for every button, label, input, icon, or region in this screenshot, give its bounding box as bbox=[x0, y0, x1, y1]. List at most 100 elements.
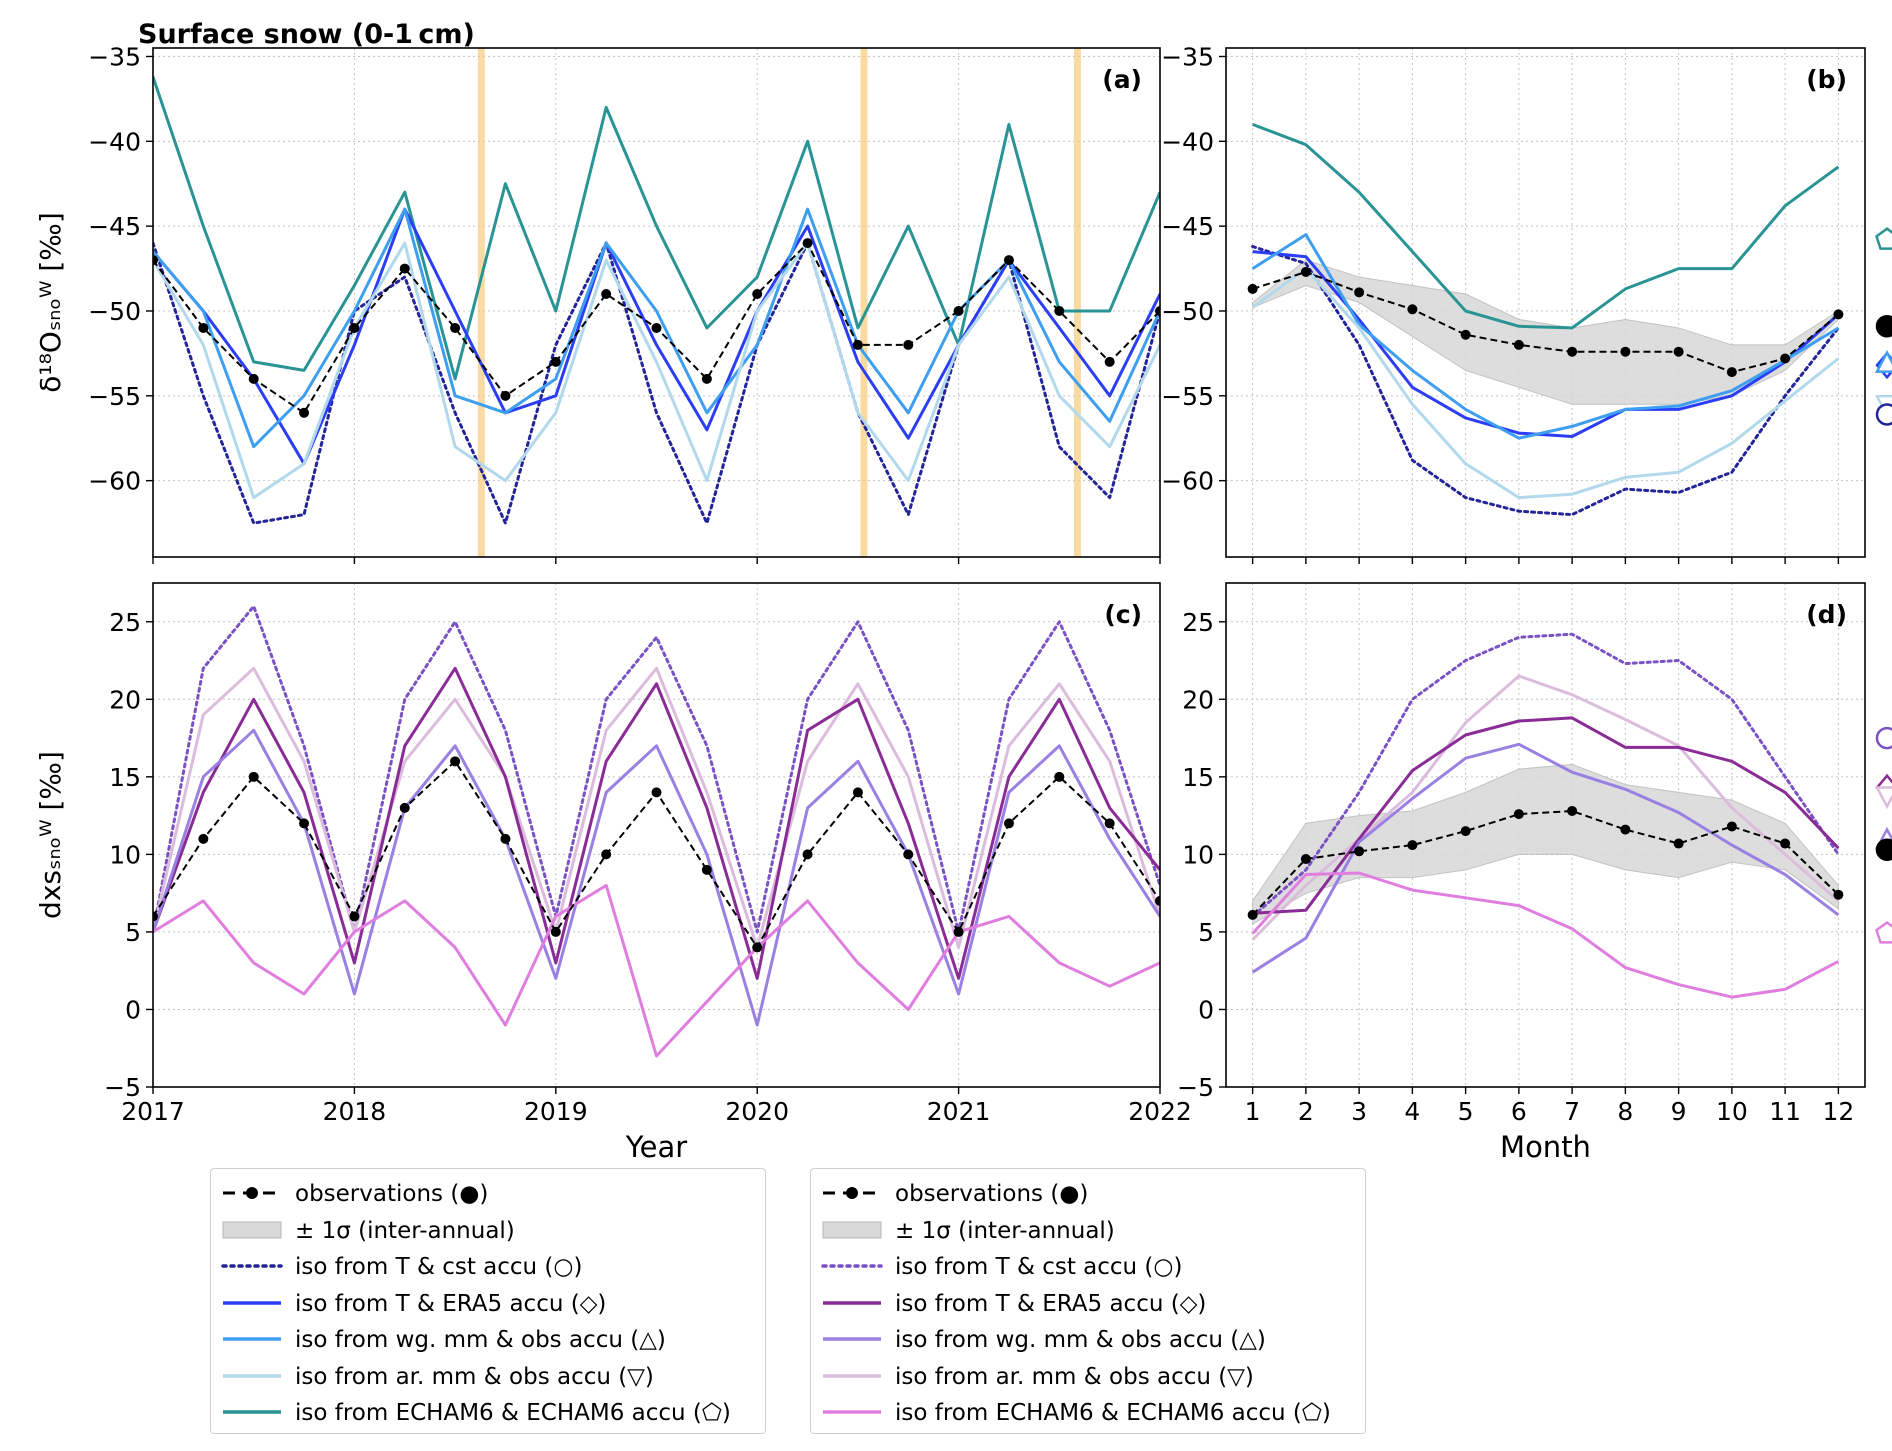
legend-left: observations (●) ± 1σ (inter-annual) iso f… bbox=[210, 1168, 766, 1434]
obs-point bbox=[601, 849, 612, 860]
tick-labels: 2017 2018 2019 2020 2021 2022 −5 0 5 10 15 20 25 bbox=[104, 608, 1192, 1126]
gridlines bbox=[1226, 48, 1865, 557]
y-tick-label: 15 bbox=[109, 763, 141, 792]
x-tick-label: 2020 bbox=[725, 1097, 789, 1126]
legend-entry: iso from T & ERA5 accu (◇) bbox=[811, 1287, 1365, 1323]
series-line-blue_dot bbox=[1251, 245, 1840, 517]
legend-entry: iso from wg. mm & obs accu (△) bbox=[211, 1323, 765, 1359]
obs-point bbox=[198, 833, 209, 844]
obs-point bbox=[1104, 356, 1115, 367]
legend-swatch bbox=[223, 1337, 281, 1341]
obs-point bbox=[248, 771, 259, 782]
series-line-blue_era5 bbox=[153, 207, 1160, 466]
obs-point bbox=[802, 238, 813, 249]
legend-marker bbox=[846, 1187, 858, 1199]
obs-point bbox=[1003, 818, 1014, 829]
legend-entry: iso from T & cst accu (○) bbox=[811, 1250, 1365, 1286]
legend-patch bbox=[222, 1221, 282, 1238]
sigma-band bbox=[1252, 259, 1839, 405]
obs-point bbox=[1567, 805, 1578, 816]
panel-label: (b) bbox=[1806, 65, 1847, 94]
obs-point bbox=[500, 390, 511, 401]
y-tick-label: 20 bbox=[109, 685, 141, 714]
x-tick-label: 2018 bbox=[323, 1097, 387, 1126]
legend-label: ± 1σ (inter-annual) bbox=[895, 1217, 1115, 1244]
series-group bbox=[1247, 122, 1844, 517]
x-axis-label: Month bbox=[1500, 1130, 1591, 1164]
annual-mean-open-circle-marker bbox=[1875, 403, 1892, 426]
series-line-blue_ar bbox=[153, 241, 1160, 500]
legend-entry: iso from ar. mm & obs accu (▽) bbox=[211, 1360, 765, 1396]
obs-point bbox=[752, 289, 763, 300]
obs-point bbox=[1300, 854, 1311, 865]
y-tick-label: −5 bbox=[1177, 1073, 1214, 1102]
x-tick-label: 3 bbox=[1351, 1097, 1367, 1126]
legend-label: observations (●) bbox=[895, 1181, 1089, 1207]
obs-point bbox=[1155, 305, 1160, 316]
legend-label: iso from T & ERA5 accu (◇) bbox=[895, 1290, 1207, 1317]
y-tick-label: 20 bbox=[1182, 685, 1214, 714]
annual-mean-pentagon-marker bbox=[1875, 227, 1892, 250]
annual-mean-triangle-up-marker bbox=[1874, 349, 1892, 373]
annual-mean-open-circle-marker bbox=[1875, 726, 1892, 750]
x-tick-label: 2019 bbox=[524, 1097, 588, 1126]
legend-label: iso from T & ERA5 accu (◇) bbox=[295, 1290, 607, 1317]
legend-label: ± 1σ (inter-annual) bbox=[295, 1217, 515, 1244]
obs-point bbox=[1104, 818, 1115, 829]
y-tick-label: −55 bbox=[1161, 382, 1214, 411]
legend-label: iso from ECHAM6 & ECHAM6 accu (⬠) bbox=[895, 1400, 1331, 1426]
y-axis-label: δ¹⁸Oₛₙₒᵂ [‰] bbox=[34, 212, 67, 393]
obs-point bbox=[1300, 266, 1311, 277]
series-group bbox=[1247, 632, 1844, 999]
series-line-purple_era5 bbox=[153, 666, 1160, 980]
legend-entry: observations (●) bbox=[811, 1177, 1365, 1213]
obs-point bbox=[1247, 283, 1258, 294]
obs-point bbox=[1407, 840, 1418, 851]
series-line-blue_wg bbox=[153, 207, 1160, 449]
obs-point bbox=[953, 305, 964, 316]
y-tick-label: −40 bbox=[88, 127, 141, 156]
obs-point bbox=[153, 911, 158, 922]
y-tick-label: 10 bbox=[109, 840, 141, 869]
x-tick-label: 2017 bbox=[121, 1097, 185, 1126]
panel-c: 2017 2018 2019 2020 2021 2022 −5 0 5 10 15 20 25 (c) d… bbox=[34, 582, 1192, 1164]
obs-point bbox=[852, 787, 863, 798]
obs-point bbox=[1513, 809, 1524, 820]
y-tick-label: 0 bbox=[1198, 995, 1214, 1024]
obs-point bbox=[852, 339, 863, 350]
y-tick-label: −60 bbox=[1161, 467, 1214, 496]
y-tick-label: −50 bbox=[88, 297, 141, 326]
obs-point bbox=[1354, 287, 1365, 298]
series-line-purple_wg bbox=[1251, 742, 1840, 974]
legend-label: iso from T & cst accu (○) bbox=[295, 1254, 583, 1280]
obs-point bbox=[550, 926, 561, 937]
x-tick-label: 2021 bbox=[927, 1097, 991, 1126]
y-tick-label: 25 bbox=[1182, 608, 1214, 637]
series-line-blue_wg bbox=[1251, 233, 1840, 440]
legend-label: iso from wg. mm & obs accu (△) bbox=[895, 1327, 1266, 1353]
legend-label: iso from ECHAM6 & ECHAM6 accu (⬠) bbox=[295, 1400, 731, 1426]
obs-point bbox=[651, 322, 662, 333]
legend-right: observations (●) ± 1σ (inter-annual) iso f… bbox=[810, 1168, 1366, 1434]
obs-point bbox=[349, 322, 360, 333]
series-group bbox=[153, 604, 1160, 1058]
figure-title: Surface snow (0-1 cm) bbox=[138, 19, 475, 50]
obs-point bbox=[953, 926, 964, 937]
series-group bbox=[153, 76, 1160, 525]
highlight-span bbox=[1073, 48, 1081, 557]
obs-point bbox=[752, 942, 763, 953]
y-tick-label: −40 bbox=[1161, 127, 1214, 156]
x-tick-label: 10 bbox=[1716, 1097, 1748, 1126]
annual-mean-triangle-down-marker bbox=[1874, 786, 1892, 810]
y-tick-label: 10 bbox=[1182, 840, 1214, 869]
series-line-purple_ar bbox=[153, 666, 1160, 949]
y-tick-label: −55 bbox=[88, 382, 141, 411]
series-line-purple_ar bbox=[1251, 674, 1840, 941]
x-tick-label: 9 bbox=[1671, 1097, 1687, 1126]
highlight-span bbox=[860, 48, 868, 557]
obs-point bbox=[1054, 305, 1065, 316]
legend-swatch bbox=[823, 1300, 881, 1305]
y-tick-label: 15 bbox=[1182, 763, 1214, 792]
